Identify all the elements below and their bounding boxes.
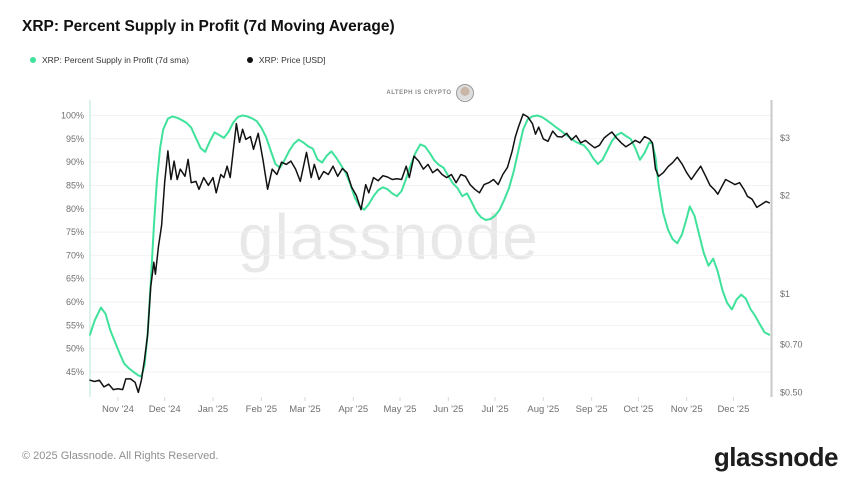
right-axis-tick-$3: $3: [780, 133, 790, 143]
chart-legend: XRP: Percent Supply in Profit (7d sma) X…: [30, 55, 326, 65]
legend-swatch-green-icon: [30, 57, 36, 63]
left-axis-tick-65: 65%: [66, 274, 84, 284]
x-axis-tick-Jul '25: Jul '25: [481, 404, 508, 415]
glassnode-center-watermark: glassnode: [238, 201, 539, 273]
x-axis-tick-Sep '25: Sep '25: [576, 404, 608, 415]
copyright-text: © 2025 Glassnode. All Rights Reserved.: [22, 450, 219, 462]
x-axis-tick-Dec '25: Dec '25: [717, 404, 749, 415]
right-axis-tick-$2: $2: [780, 191, 790, 201]
x-axis-tick-Jan '25: Jan '25: [198, 404, 228, 415]
glassnode-logo: glassnode: [713, 442, 839, 472]
chart-title: XRP: Percent Supply in Profit (7d Moving…: [22, 18, 395, 35]
legend-item-supply-in-profit[interactable]: XRP: Percent Supply in Profit (7d sma): [30, 55, 189, 65]
left-axis-tick-100: 100%: [61, 110, 84, 120]
x-axis-tick-May '25: May '25: [384, 404, 417, 415]
left-axis-tick-80: 80%: [66, 204, 84, 214]
x-axis-tick-Oct '25: Oct '25: [623, 404, 653, 415]
left-axis-tick-50: 50%: [66, 344, 84, 354]
x-axis-tick-Mar '25: Mar '25: [289, 404, 320, 415]
author-avatar: [455, 84, 474, 102]
x-axis-tick-Aug '25: Aug '25: [527, 404, 559, 415]
x-axis-tick-Apr '25: Apr '25: [338, 404, 368, 415]
legend-label-price: XRP: Price [USD]: [258, 55, 326, 65]
left-axis-tick-55: 55%: [66, 320, 84, 330]
left-axis-tick-60: 60%: [66, 297, 84, 307]
left-axis-tick-95: 95%: [66, 134, 84, 144]
x-axis-tick-Nov '24: Nov '24: [102, 404, 134, 415]
legend-label-supply-in-profit: XRP: Percent Supply in Profit (7d sma): [42, 55, 189, 65]
x-axis-tick-Jun '25: Jun '25: [433, 404, 463, 415]
right-axis-tick-$0.70: $0.70: [780, 340, 803, 350]
author-watermark: ALTEPH IS CRYPTO: [0, 84, 860, 102]
right-axis-tick-$0.50: $0.50: [780, 387, 803, 397]
left-axis-tick-85: 85%: [66, 180, 84, 190]
right-axis-tick-$1: $1: [780, 289, 790, 299]
left-axis-tick-75: 75%: [66, 227, 84, 237]
x-axis-tick-Nov '25: Nov '25: [671, 404, 703, 415]
x-axis-tick-Dec '24: Dec '24: [149, 404, 181, 415]
author-watermark-text: ALTEPH IS CRYPTO: [386, 90, 452, 96]
left-axis-tick-45: 45%: [66, 367, 84, 377]
x-axis-tick-Feb '25: Feb '25: [246, 404, 277, 415]
legend-item-price[interactable]: XRP: Price [USD]: [246, 55, 326, 65]
series-line-supply-in-profit: [89, 114, 771, 378]
series-line-price: [89, 113, 770, 394]
left-axis-tick-70: 70%: [66, 250, 84, 260]
left-axis-tick-90: 90%: [66, 157, 84, 167]
legend-swatch-black-icon: [246, 57, 253, 63]
